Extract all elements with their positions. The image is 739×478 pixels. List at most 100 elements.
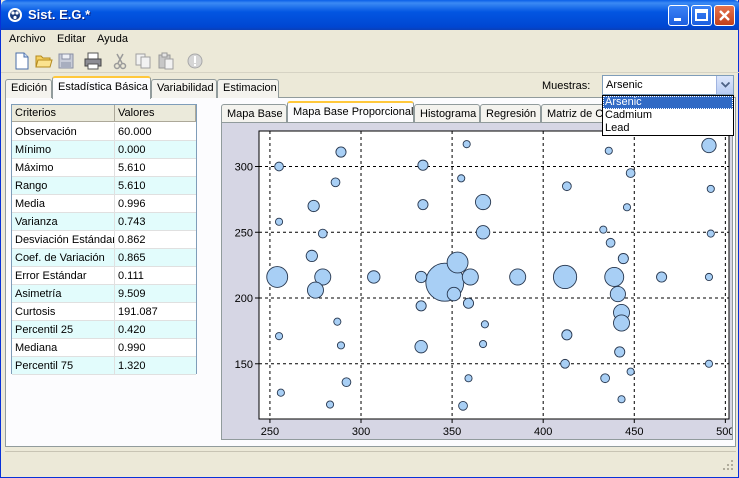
paste-button[interactable] bbox=[157, 52, 175, 70]
copy-button[interactable] bbox=[134, 52, 152, 70]
data-point bbox=[464, 374, 473, 383]
open-folder-icon bbox=[35, 55, 53, 68]
table-row[interactable]: Error Estándar 0.111 bbox=[12, 267, 196, 285]
column-header-criterios[interactable]: Criterios bbox=[12, 105, 115, 122]
data-point bbox=[614, 346, 626, 358]
criterio-cell: Observación bbox=[12, 123, 115, 141]
y-tick-label: 300 bbox=[235, 162, 253, 174]
valor-cell: 0.865 bbox=[118, 252, 146, 264]
open-folder-button[interactable] bbox=[35, 52, 53, 70]
data-point bbox=[706, 184, 715, 193]
criterio-cell: Rango bbox=[12, 177, 115, 195]
x-tick-label: 450 bbox=[625, 426, 643, 438]
tab-histograma[interactable]: Histograma bbox=[414, 104, 480, 123]
data-point bbox=[276, 388, 285, 397]
muestras-option-lead[interactable]: Lead bbox=[605, 122, 630, 134]
criterio-cell: Asimetría bbox=[12, 285, 115, 303]
data-point bbox=[604, 267, 625, 287]
table-row[interactable]: Media 0.996 bbox=[12, 195, 196, 213]
tab-regresion[interactable]: Regresión bbox=[480, 104, 541, 123]
title-bar[interactable]: Sist. E.G.* bbox=[1, 0, 739, 30]
menu-editar[interactable]: Editar bbox=[57, 33, 86, 45]
tab-matriz-de-correlacion[interactable]: Matriz de Co bbox=[541, 104, 609, 123]
valor-cell: 0.743 bbox=[118, 216, 146, 228]
tab-mapa-base-proporcional[interactable]: Mapa Base Proporcional bbox=[287, 101, 414, 124]
table-row[interactable]: Observación 60.000 bbox=[12, 123, 196, 141]
new-file-button[interactable] bbox=[13, 52, 31, 70]
menu-archivo[interactable]: Archivo bbox=[9, 33, 46, 45]
data-point bbox=[599, 225, 608, 234]
muestras-select[interactable]: Arsenic bbox=[602, 75, 734, 95]
minimize-button[interactable] bbox=[668, 5, 689, 26]
data-point bbox=[307, 281, 324, 299]
data-point bbox=[605, 237, 616, 248]
table-row[interactable]: Desviación Estándar 0.862 bbox=[12, 231, 196, 249]
window-title: Sist. E.G.* bbox=[28, 7, 91, 22]
data-point bbox=[274, 161, 284, 172]
table-row[interactable]: Coef. de Variación 0.865 bbox=[12, 249, 196, 267]
data-point bbox=[600, 373, 610, 384]
muestras-option-cadmium[interactable]: Cadmium bbox=[605, 109, 653, 121]
data-point bbox=[604, 146, 613, 155]
proportional-base-map-panel: 250 300 350 400 450 500 150 200 250 300 bbox=[221, 122, 733, 440]
data-point bbox=[701, 137, 717, 154]
valor-cell: 5.610 bbox=[118, 162, 146, 174]
menu-ayuda[interactable]: Ayuda bbox=[97, 33, 128, 45]
data-point bbox=[417, 159, 429, 171]
proportional-base-map-chart: 250 300 350 400 450 500 150 200 250 300 bbox=[235, 130, 732, 438]
valor-cell: 0.111 bbox=[118, 270, 144, 282]
data-point bbox=[367, 270, 381, 284]
criterio-cell: Curtosis bbox=[12, 303, 115, 321]
close-button[interactable] bbox=[714, 5, 735, 26]
maximize-button[interactable] bbox=[691, 5, 712, 26]
tab-estimacion[interactable]: Estimacion bbox=[217, 79, 279, 98]
resize-grip-icon[interactable] bbox=[722, 459, 734, 471]
info-icon bbox=[187, 53, 203, 69]
data-point bbox=[461, 268, 479, 286]
data-point bbox=[446, 251, 469, 274]
tab-variabilidad[interactable]: Variabilidad bbox=[151, 79, 217, 98]
minimize-icon bbox=[674, 18, 681, 21]
valor-cell: 60.000 bbox=[118, 126, 152, 138]
muestras-dropdown-button[interactable] bbox=[716, 76, 733, 94]
data-point bbox=[479, 340, 488, 349]
table-row[interactable]: Rango 5.610 bbox=[12, 177, 196, 195]
table-row[interactable]: Percentil 25 0.420 bbox=[12, 321, 196, 339]
valor-cell: 9.509 bbox=[118, 288, 146, 300]
table-row[interactable]: Asimetría 9.509 bbox=[12, 285, 196, 303]
valor-cell: 0.990 bbox=[118, 342, 146, 354]
table-row[interactable]: Máximo 5.610 bbox=[12, 159, 196, 177]
data-point bbox=[336, 341, 346, 350]
cut-icon bbox=[113, 53, 127, 70]
tab-mapa-base[interactable]: Mapa Base bbox=[221, 104, 287, 123]
data-point bbox=[617, 253, 629, 265]
data-point bbox=[326, 400, 335, 409]
tab-estadistica-basica[interactable]: Estadística Básica bbox=[52, 76, 151, 99]
print-button[interactable] bbox=[84, 52, 102, 70]
column-header-valores[interactable]: Valores bbox=[115, 105, 196, 122]
muestras-dropdown-list: Arsenic Cadmium Lead bbox=[602, 95, 734, 136]
x-tick-label: 300 bbox=[352, 426, 370, 438]
criterio-cell: Mínimo bbox=[12, 141, 115, 159]
app-logo-icon bbox=[8, 8, 22, 22]
table-row[interactable]: Mínimo 0.000 bbox=[12, 141, 196, 159]
table-row[interactable]: Varianza 0.743 bbox=[12, 213, 196, 231]
criterio-cell: Error Estándar bbox=[12, 267, 115, 285]
info-button[interactable] bbox=[186, 52, 204, 70]
tab-edicion[interactable]: Edición bbox=[5, 79, 52, 98]
data-point bbox=[560, 358, 570, 369]
data-point bbox=[341, 377, 352, 388]
table-row[interactable]: Mediana 0.990 bbox=[12, 339, 196, 357]
maximize-icon bbox=[695, 9, 708, 21]
cut-button[interactable] bbox=[111, 52, 129, 70]
data-point bbox=[414, 340, 428, 354]
paste-icon bbox=[158, 52, 174, 70]
muestras-option-arsenic[interactable]: Arsenic bbox=[603, 96, 733, 109]
criterio-cell: Percentil 25 bbox=[12, 321, 115, 339]
data-point bbox=[626, 367, 635, 376]
table-row[interactable]: Curtosis 191.087 bbox=[12, 303, 196, 321]
new-file-icon bbox=[15, 52, 29, 70]
x-tick-label: 500 bbox=[716, 426, 732, 438]
save-button[interactable] bbox=[57, 52, 75, 70]
table-row[interactable]: Percentil 75 1.320 bbox=[12, 357, 196, 375]
